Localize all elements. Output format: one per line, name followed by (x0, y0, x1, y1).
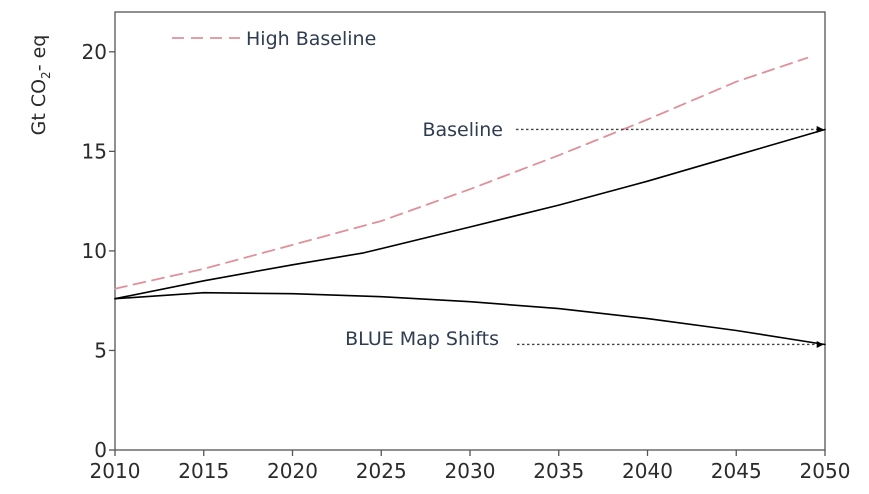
plot-frame (115, 12, 825, 450)
annotation-label-baseline: Baseline (422, 119, 503, 141)
x-tick-label: 2010 (90, 459, 141, 483)
x-tick-label: 2045 (711, 459, 762, 483)
x-tick-label: 2025 (356, 459, 407, 483)
series-layer (115, 58, 825, 345)
x-tick-label: 2020 (267, 459, 318, 483)
x-tick-label: 2015 (178, 459, 229, 483)
series-line-baseline (115, 130, 825, 299)
x-tick-label: 2050 (800, 459, 851, 483)
annotation-label-blue-map-shifts: BLUE Map Shifts (345, 328, 499, 350)
legend-label-high-baseline: High Baseline (246, 28, 376, 50)
y-tick-label: 10 (82, 239, 107, 263)
y-tick-label: 0 (94, 438, 107, 462)
y-tick-label: 20 (82, 40, 107, 64)
annotations: High Baseline Baseline BLUE Map Shifts (172, 28, 823, 350)
x-tick-label: 2040 (622, 459, 673, 483)
y-axis-title-suffix: - eq (28, 35, 50, 72)
y-tick-label: 15 (82, 139, 107, 163)
y-axis-title: Gt CO2- eq (28, 35, 53, 136)
y-axis-title-main: Gt CO (28, 79, 50, 135)
x-tick-label: 2030 (445, 459, 496, 483)
y-tick-label: 5 (94, 338, 107, 362)
series-line-high-baseline (115, 58, 807, 289)
x-tick-label: 2035 (533, 459, 584, 483)
y-axis-title-subscript: 2 (39, 71, 53, 79)
